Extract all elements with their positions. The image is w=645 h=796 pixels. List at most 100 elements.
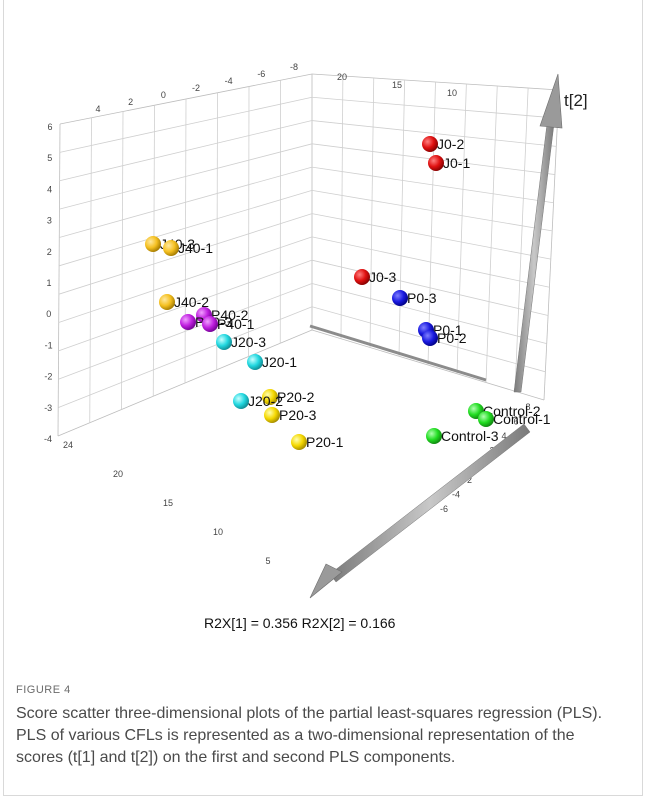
tick-label: -1 [45,340,53,350]
point-j0-3: J0-3 [354,269,396,285]
axis-label-t2: t[2] [564,91,588,110]
point-j20-3: J20-3 [216,334,266,350]
point-label: J0-3 [369,269,396,285]
point-label: Control-1 [493,411,551,427]
figure-label: FIGURE 4 [16,684,71,696]
tick-label: -6 [257,69,265,79]
point-j0-2: J0-2 [422,136,464,152]
point-p20-1: P20-1 [291,434,344,450]
point-label: Control-3 [441,428,499,444]
point-label: P20-3 [279,407,317,423]
point-marker [216,334,232,350]
point-label: J0-2 [437,136,464,152]
point-label: P20-2 [277,389,315,405]
tick-label: -3 [44,403,52,413]
tick-label: 8 [525,402,530,412]
point-label: J20-2 [248,393,283,409]
t2-axis-arrowhead [539,73,563,129]
point-control-1: Control-1 [478,411,551,427]
r2x-footer: R2X[1] = 0.356 R2X[2] = 0.166 [204,615,396,631]
tick-label: -8 [290,62,298,72]
point-marker [478,411,494,427]
tick-label: -6 [440,504,448,514]
t2-axis-shaft [513,123,555,393]
point-label: J40-2 [174,294,209,310]
point-marker [233,393,249,409]
tick-label: 10 [447,88,457,98]
tick-label: -2 [44,372,52,382]
point-label: J20-1 [262,354,297,370]
point-marker [145,236,161,252]
point-p20-2: P20-2 [262,389,315,405]
point-label: J40-1 [178,240,213,256]
point-marker [428,155,444,171]
grid-line [248,86,250,357]
tick-label: 15 [392,80,402,90]
grid-line [456,83,467,374]
tick-label: 0 [46,309,51,319]
grid-lines [57,73,560,437]
point-j20-1: J20-1 [247,354,297,370]
point-label: P40-1 [217,316,255,332]
tick-label: 5 [47,153,52,163]
figure-caption: Score scatter three-dimensional plots of… [16,705,603,766]
data-points: J0-2J0-1J40-3J40-1J0-3P0-3J40-2P40-2P40-… [145,136,551,450]
point-label: Control-2 [483,403,541,419]
point-label: P0-3 [407,290,437,306]
point-p0-3: P0-3 [392,290,437,306]
box-edge [543,89,560,401]
tick-label: 4 [47,184,52,194]
point-marker [247,354,263,370]
grid-line [121,111,124,410]
tick-label: 4 [501,431,506,441]
point-j40-1: J40-1 [163,240,213,256]
point-marker [202,316,218,332]
box-edge [57,123,61,437]
tick-label: 5 [265,556,270,566]
point-marker [262,389,278,405]
tick-label: 1 [46,278,51,288]
tick-label: -4 [44,434,52,444]
point-label: P0-2 [437,330,467,346]
tick-label: 2 [128,97,133,107]
score-plot-3d: 6 5 4 3 2 1 0 -1 -2 -3 -4 4 2 0 -2 -4 -6 -8 20 15 10 24 20 15 10… [44,12,634,647]
point-marker [180,314,196,330]
point-label: P20-1 [306,434,344,450]
axes [309,73,563,599]
tick-label: 3 [47,216,52,226]
grid-line [427,81,436,366]
tick-labels: 6543210-1-2-3-4420-2-4-6-820151024201510… [44,62,531,566]
grid-line [398,79,406,357]
t1-axis-inner [309,324,487,382]
tick-label: -4 [452,489,460,499]
point-label: P40-2 [211,307,249,323]
grid-line [184,98,187,384]
point-marker [422,330,438,346]
grid-line [89,117,92,423]
tick-label: 20 [337,72,347,82]
tick-label: 15 [163,498,173,508]
score-plot-svg: 6543210-1-2-3-4420-2-4-6-820151024201510… [44,62,588,631]
point-j40-2: J40-2 [159,294,209,310]
figure-card: 6 5 4 3 2 1 0 -1 -2 -3 -4 4 2 0 -2 -4 -6 -8 20 15 10 24 20 15 10… [3,0,643,796]
point-marker [159,294,175,310]
point-label: J20-3 [231,334,266,350]
tick-label: 6 [513,417,518,427]
point-control-3: Control-3 [426,428,499,444]
tick-label: 4 [95,104,100,114]
point-marker [264,407,280,423]
point-marker [422,136,438,152]
point-label: J0-1 [443,155,470,171]
point-j0-1: J0-1 [428,155,470,171]
grid-line [514,87,529,392]
t1-axis-arrowhead [309,563,343,599]
grid-line [485,85,498,383]
point-label: P0-1 [433,322,463,338]
tick-label: 20 [113,469,123,479]
point-p0-1: P0-1 [418,322,463,338]
point-p40-1: P40-1 [202,316,255,332]
tick-label: 0 [161,90,166,100]
tick-label: 24 [63,440,73,450]
grid-line [340,75,344,339]
point-p20-3: P20-3 [264,407,317,423]
